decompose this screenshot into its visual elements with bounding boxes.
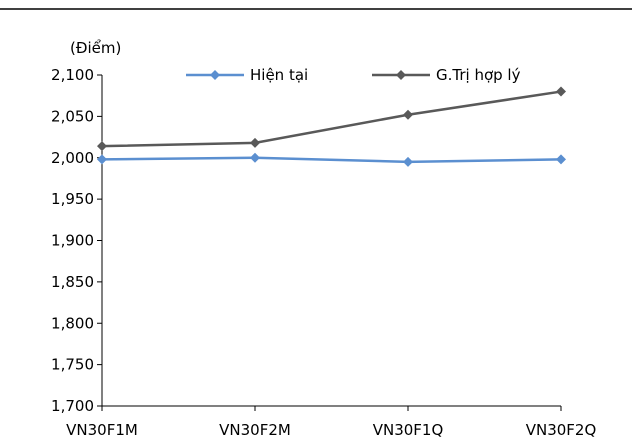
y-axis: 1,700 1,750 1,800 1,850 1,900 1,950 2,000 2,050… — [51, 66, 103, 415]
y-tick-label: 1,900 — [51, 232, 94, 250]
data-point — [403, 109, 413, 120]
legend: Hiện tại G.Trị hợp lý — [186, 66, 521, 84]
y-tick-label: 1,850 — [51, 273, 94, 291]
data-point — [403, 156, 413, 167]
data-point — [250, 137, 260, 148]
data-point — [556, 86, 566, 97]
y-tick-label: 2,100 — [51, 66, 94, 84]
x-tick-label: VN30F2M — [219, 421, 291, 439]
y-tick-label: 1,700 — [51, 397, 94, 415]
x-axis: VN30F1M VN30F2M VN30F1Q VN30F2Q — [66, 405, 597, 439]
unit-label: (Điểm) — [70, 39, 121, 57]
data-point — [250, 152, 260, 163]
legend-label: G.Trị hợp lý — [436, 66, 521, 84]
x-tick-label: VN30F2Q — [526, 421, 597, 439]
y-tick-label: 1,800 — [51, 314, 94, 332]
series-layer — [97, 86, 566, 167]
series-line — [101, 156, 562, 164]
y-tick-label: 2,050 — [51, 107, 94, 125]
data-point — [97, 141, 107, 152]
legend-marker — [210, 70, 220, 80]
x-tick-label: VN30F1Q — [373, 421, 444, 439]
series-line — [101, 90, 562, 148]
legend-marker — [396, 70, 406, 80]
legend-label: Hiện tại — [250, 66, 308, 84]
data-point — [97, 154, 107, 165]
y-tick-label: 2,000 — [51, 149, 94, 167]
x-tick-label: VN30F1M — [66, 421, 138, 439]
data-point — [556, 154, 566, 165]
y-tick-label: 1,950 — [51, 190, 94, 208]
y-tick-label: 1,750 — [51, 356, 94, 374]
